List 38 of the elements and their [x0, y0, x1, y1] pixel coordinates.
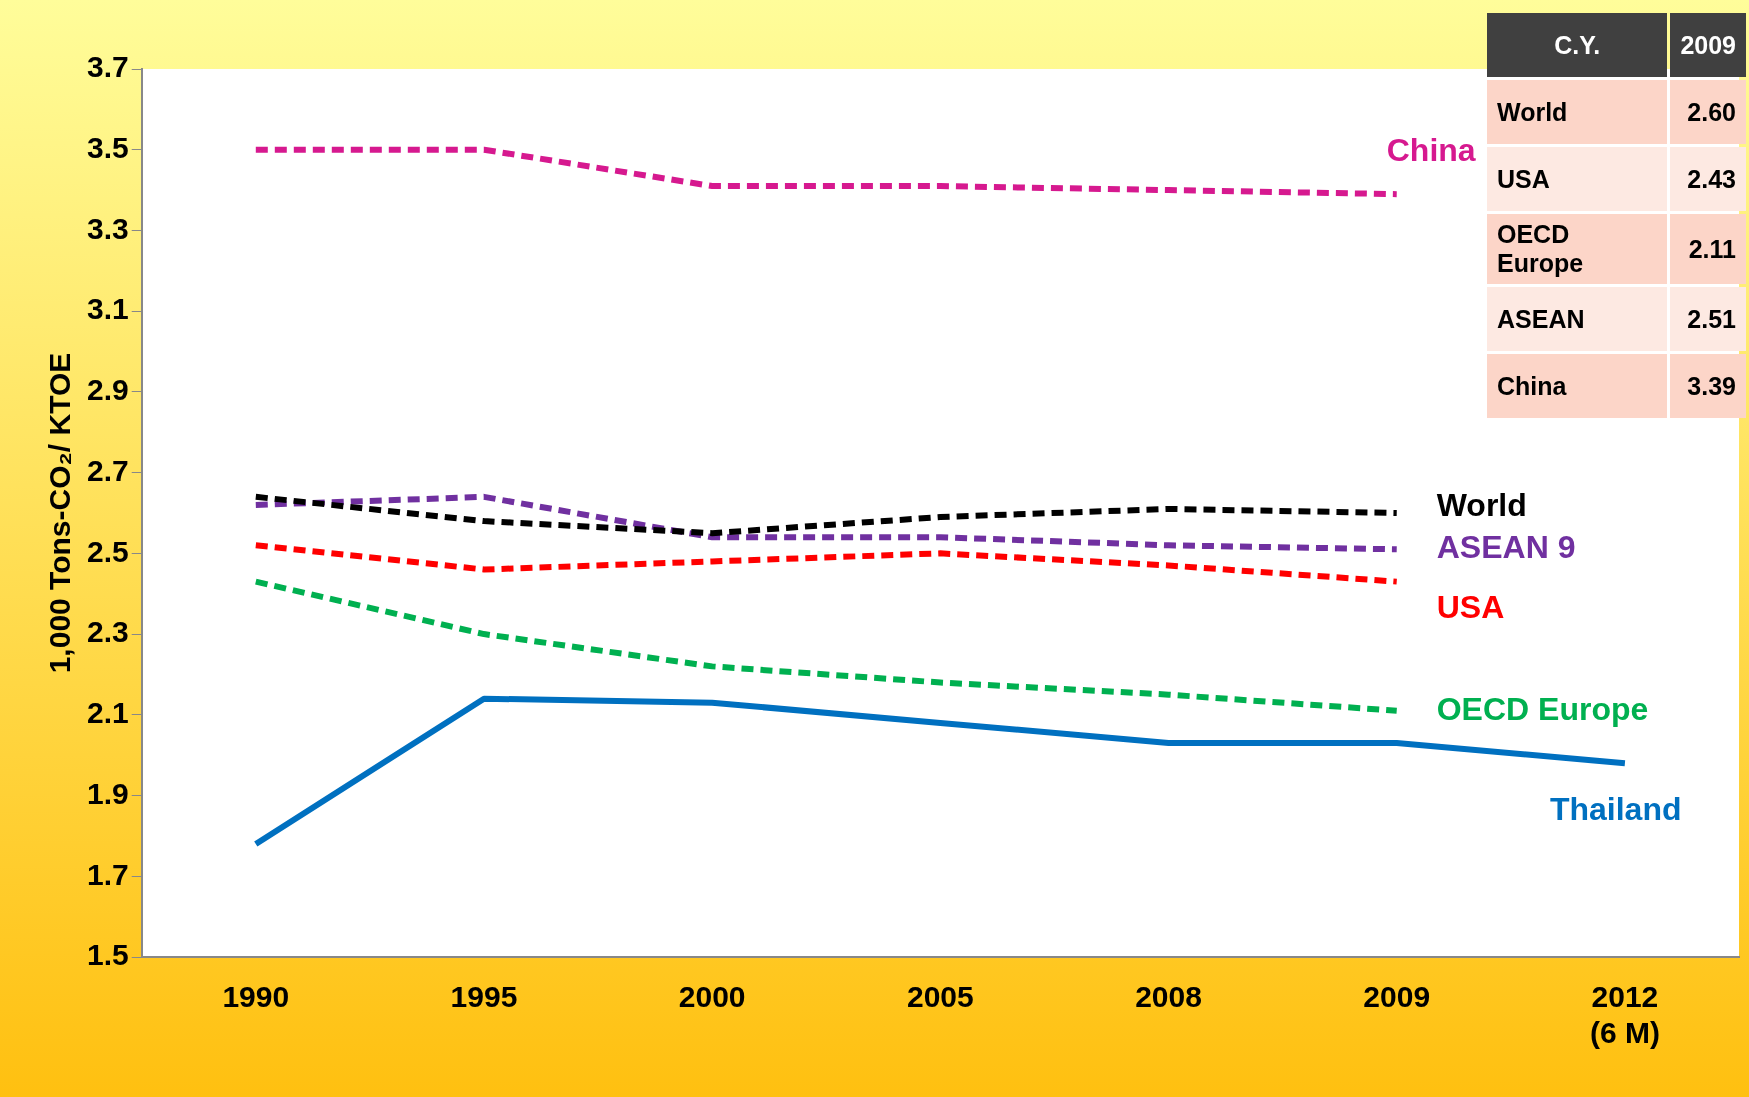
y-tick-label: 1.7 — [86, 857, 129, 891]
x-tick-label: 2008 — [1135, 980, 1202, 1014]
series-label: World — [1436, 486, 1527, 523]
series-label: ASEAN 9 — [1436, 529, 1576, 566]
y-tick-label: 1.9 — [86, 776, 129, 810]
y-tick-label: 2.3 — [86, 615, 129, 649]
x-tick-label: 1995 — [450, 980, 518, 1014]
x-tick-label: 2005 — [906, 980, 974, 1014]
annotation: China — [1487, 354, 1668, 418]
series-label: China — [1386, 131, 1476, 168]
series-label: Thailand — [1549, 791, 1682, 828]
y-tick-label: 3.1 — [86, 292, 129, 326]
annotation: World — [1487, 80, 1668, 144]
annotation: OECD Europe — [1487, 214, 1668, 284]
y-tick-label: 2.1 — [86, 696, 129, 730]
annotation: 3.39 — [1670, 354, 1746, 418]
y-tick-label: 3.5 — [86, 130, 129, 164]
x-tick-label: 1990 — [222, 980, 290, 1014]
x-tick-label: 2009 — [1363, 980, 1431, 1014]
y-axis-title: 1,000 Tons-CO₂/ KTOE — [43, 352, 77, 674]
x-tick-label: 2000 — [678, 980, 746, 1014]
y-tick-label: 2.7 — [86, 453, 129, 487]
annotation: 2.51 — [1670, 287, 1746, 351]
y-tick-label: 3.3 — [86, 211, 129, 245]
x-tick-label: 2012 (6 M) — [1589, 980, 1660, 1050]
y-tick-label: 2.5 — [86, 534, 129, 568]
y-tick-label: 2.9 — [86, 373, 129, 407]
y-tick-label: 3.7 — [86, 50, 129, 84]
y-tick-label: 1.5 — [86, 938, 129, 972]
text: C.Y. — [1554, 30, 1601, 59]
text: 2009 — [1680, 30, 1736, 59]
annotation: ASEAN — [1487, 287, 1668, 351]
series-label: USA — [1436, 589, 1505, 626]
annotation: 2.43 — [1670, 147, 1746, 211]
series-label: OECD Europe — [1436, 690, 1649, 727]
annotation: 2.11 — [1670, 214, 1746, 284]
annotation: USA — [1487, 147, 1668, 211]
annotation: 2.60 — [1670, 80, 1746, 144]
